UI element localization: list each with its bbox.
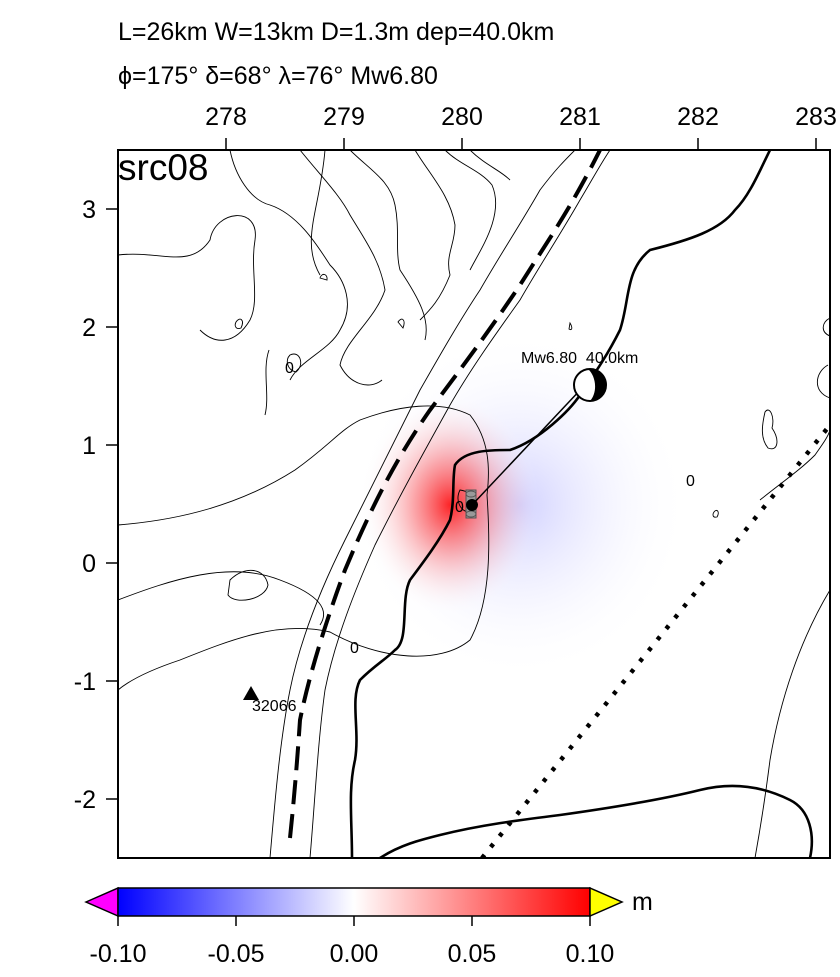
colorbar-unit: m (632, 888, 653, 916)
map-frame (117, 149, 831, 859)
mechanism-label: Mw6.80 40.0km (521, 350, 638, 367)
x-tick-281: 281 (559, 103, 601, 131)
colorbar-under-triangle (84, 886, 119, 918)
colorbar-tick-000: 0.00 (330, 940, 379, 968)
figure-title-line2: ϕ=175° δ=68° λ=76° Mw6.80 (118, 62, 438, 90)
dotted-boundary-line (480, 423, 830, 858)
figure-title-line1: L=26km W=13km D=1.3m dep=40.0km (118, 18, 555, 46)
axis-ticks (106, 138, 817, 800)
map-area (118, 150, 830, 858)
colorbar-tick-010: 0.10 (566, 940, 615, 968)
colorbar-over-triangle (589, 886, 624, 918)
contour-label-zero: 0 (455, 499, 464, 516)
y-tick-1: 1 (82, 432, 96, 460)
positive-deformation-lobe (360, 395, 540, 615)
station-label: 32066 (252, 698, 297, 715)
y-tick-minus1: -1 (74, 668, 96, 696)
focal-mechanism-beachball (573, 368, 607, 402)
bathymetry-contours (118, 150, 830, 858)
y-tick-2: 2 (82, 314, 96, 342)
contour-label-zero: 0 (285, 360, 294, 377)
x-tick-283: 283 (795, 103, 837, 131)
contour-label-zero: 0 (686, 473, 695, 490)
x-tick-282: 282 (677, 103, 719, 131)
y-tick-3: 3 (82, 196, 96, 224)
colorbar-tick-minus010: -0.10 (90, 940, 147, 968)
mechanism-connector-line (471, 386, 584, 506)
trench-line (288, 150, 602, 839)
epicenter-marker (466, 499, 478, 511)
y-tick-0: 0 (82, 550, 96, 578)
colorbar (84, 886, 624, 926)
colorbar-tick-005: 0.05 (448, 940, 497, 968)
colorbar-gradient (117, 887, 591, 917)
tide-gauge-station-marker (243, 686, 259, 700)
colorbar-tick-minus005: -0.05 (208, 940, 265, 968)
coastline (349, 150, 814, 858)
x-tick-278: 278 (205, 103, 247, 131)
x-tick-279: 279 (323, 103, 365, 131)
contour-label-zero: 0 (350, 640, 359, 657)
y-tick-minus2: -2 (74, 786, 96, 814)
panel-label: src08 (118, 147, 208, 188)
x-tick-280: 280 (441, 103, 483, 131)
